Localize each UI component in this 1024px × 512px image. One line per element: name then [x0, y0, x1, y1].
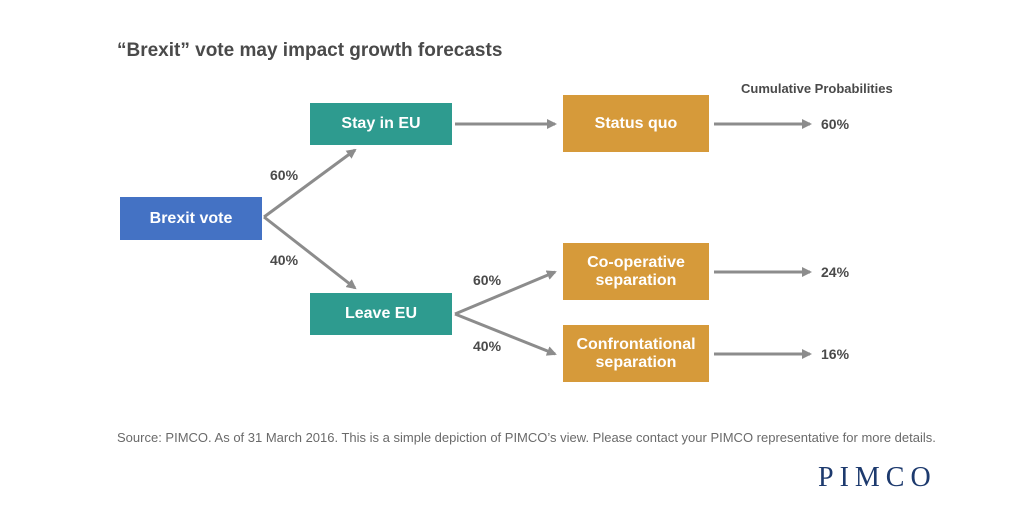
prob-confront: 40% — [473, 338, 502, 354]
prob-coop: 60% — [473, 272, 502, 288]
node-stay-in-eu-label: Stay in EU — [341, 115, 421, 132]
arrow-brexit-to-leave — [263, 215, 357, 290]
node-confrontational-separation: Confrontational separation — [563, 325, 709, 382]
node-status-quo-label: Status quo — [594, 114, 678, 132]
source-note: Source: PIMCO. As of 31 March 2016. This… — [117, 430, 936, 445]
node-brexit-vote-label: Brexit vote — [149, 209, 233, 227]
node-cooperative-separation-label: Co-operative separation — [587, 253, 685, 289]
cumulative-status-quo: 60% — [821, 116, 850, 132]
cumulative-probabilities-label: Cumulative Probabilities — [741, 81, 893, 96]
node-confrontational-separation-label: Confrontational separation — [576, 335, 696, 371]
arrow-leave-to-coop — [454, 270, 557, 316]
prob-leave: 40% — [270, 252, 299, 268]
node-status-quo: Status quo — [563, 95, 709, 152]
cumulative-confront: 16% — [821, 346, 850, 362]
arrow-leave-to-confront — [454, 312, 557, 356]
diagram-title: “Brexit” vote may impact growth forecast… — [117, 40, 503, 61]
node-brexit-vote: Brexit vote — [120, 197, 262, 240]
pimco-logo: PIMCO — [818, 462, 937, 493]
cumulative-coop: 24% — [821, 264, 850, 280]
prob-stay: 60% — [270, 167, 299, 183]
node-cooperative-separation: Co-operative separation — [563, 243, 709, 300]
node-stay-in-eu: Stay in EU — [310, 103, 452, 145]
arrow-brexit-to-stay — [263, 148, 357, 219]
node-leave-eu-label: Leave EU — [344, 305, 418, 322]
node-leave-eu: Leave EU — [310, 293, 452, 335]
